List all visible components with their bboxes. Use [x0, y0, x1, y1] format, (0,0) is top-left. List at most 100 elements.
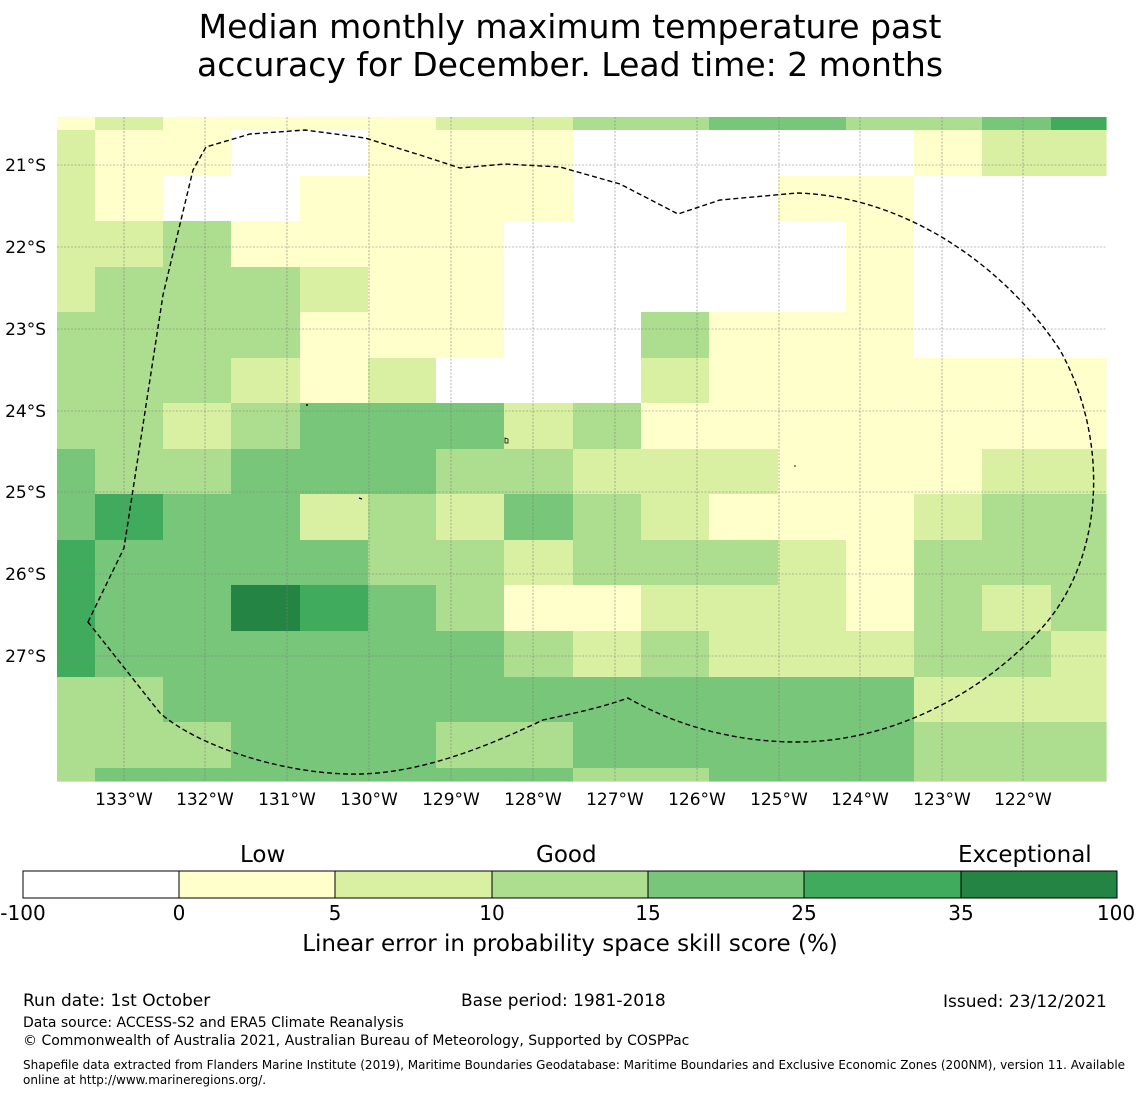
grid-cell — [914, 130, 983, 177]
grid-cell — [778, 449, 847, 495]
colorbar-tick: 0 — [172, 901, 186, 925]
grid-cell — [231, 585, 301, 632]
grid-cell — [368, 677, 437, 723]
grid-cell — [231, 722, 301, 769]
longitude-label: 130°W — [340, 790, 398, 810]
grid-cell — [95, 403, 164, 450]
map-title: Median monthly maximum temperature past … — [0, 8, 1140, 84]
grid-cell — [641, 768, 710, 782]
grid-cell — [1051, 176, 1107, 222]
grid-cell — [300, 449, 369, 495]
grid-cell — [300, 403, 369, 450]
grid-cell — [231, 358, 301, 404]
grid-cell — [368, 176, 437, 222]
grid-cell — [709, 312, 779, 359]
grid-cell — [641, 494, 710, 541]
colorbar-label: Linear error in probability space skill … — [302, 931, 838, 957]
grid-cell — [300, 540, 369, 586]
grid-cell — [436, 221, 505, 268]
colorbar-category-low: Low — [240, 842, 286, 868]
grid-cell — [914, 449, 983, 495]
grid-cell — [436, 540, 505, 586]
grid-cell — [231, 267, 301, 313]
grid-cell — [982, 221, 1052, 268]
longitude-label: 124°W — [831, 790, 889, 810]
grid-cell — [641, 358, 710, 404]
grid-cell — [1051, 312, 1107, 359]
grid-cell — [709, 449, 779, 495]
grid-cell — [163, 358, 232, 404]
grid-cell — [573, 267, 642, 313]
grid-cell — [95, 221, 164, 268]
grid-cell — [300, 358, 369, 404]
grid-cell — [163, 449, 232, 495]
grid-cell — [57, 722, 96, 769]
grid-cell — [846, 449, 915, 495]
grid-cell — [300, 312, 369, 359]
grid-cell — [778, 722, 847, 769]
grid-cell — [709, 677, 779, 723]
grid-cell — [1051, 358, 1107, 404]
grid-cell — [300, 494, 369, 541]
grid-cell — [846, 130, 915, 177]
grid-cell — [231, 403, 301, 450]
colorbar-tick: 35 — [948, 901, 974, 925]
colorbar-segment — [491, 870, 649, 899]
grid-cell — [300, 631, 369, 678]
grid-cell — [95, 358, 164, 404]
grid-cell — [982, 631, 1052, 678]
grid-cell — [163, 631, 232, 678]
issued-date: Issued: 23/12/2021 — [943, 992, 1107, 1012]
grid-cell — [846, 176, 915, 222]
grid-cell — [641, 117, 710, 131]
grid-cell — [436, 677, 505, 723]
grid-cell — [57, 267, 96, 313]
grid-cell — [641, 449, 710, 495]
grid-cell — [95, 768, 164, 782]
grid-cell — [436, 358, 505, 404]
grid-cell — [504, 221, 574, 268]
grid-cell — [95, 677, 164, 723]
grid-cell — [1051, 631, 1107, 678]
longitude-label: 133°W — [95, 790, 153, 810]
grid-cell — [368, 221, 437, 268]
longitude-label: 127°W — [586, 790, 644, 810]
grid-cell — [231, 176, 301, 222]
grid-cell — [95, 117, 164, 131]
grid-cell — [709, 403, 779, 450]
latitude-label: 22°S — [5, 238, 46, 258]
grid-cell — [914, 221, 983, 268]
grid-cell — [57, 130, 96, 177]
grid-cell — [778, 130, 847, 177]
grid-cell — [641, 585, 710, 632]
grid-cell — [504, 130, 574, 177]
longitude-label: 122°W — [994, 790, 1052, 810]
grid-cell — [846, 403, 915, 450]
longitude-label: 129°W — [422, 790, 480, 810]
grid-cell — [1051, 585, 1107, 632]
grid-cell — [368, 631, 437, 678]
grid-cell — [846, 722, 915, 769]
grid-cell — [982, 358, 1052, 404]
grid-cell — [641, 176, 710, 222]
island-marker — [794, 465, 796, 467]
grid-cell — [504, 585, 574, 632]
grid-cell — [778, 117, 847, 131]
latitude-label: 23°S — [5, 320, 46, 340]
grid-cell — [1051, 677, 1107, 723]
grid-cell — [778, 176, 847, 222]
grid-cell — [982, 494, 1052, 541]
grid-cell — [368, 768, 437, 782]
grid-cell — [231, 540, 301, 586]
grid-cell — [163, 768, 232, 782]
latitude-label: 24°S — [5, 402, 46, 422]
grid-cell — [504, 677, 574, 723]
grid-cell — [300, 677, 369, 723]
grid-cell — [914, 176, 983, 222]
grid-cell — [914, 585, 983, 632]
latitude-label: 21°S — [5, 156, 46, 176]
grid-cell — [436, 449, 505, 495]
grid-cell — [504, 768, 574, 782]
colorbar — [22, 870, 1118, 899]
grid-cell — [641, 631, 710, 678]
